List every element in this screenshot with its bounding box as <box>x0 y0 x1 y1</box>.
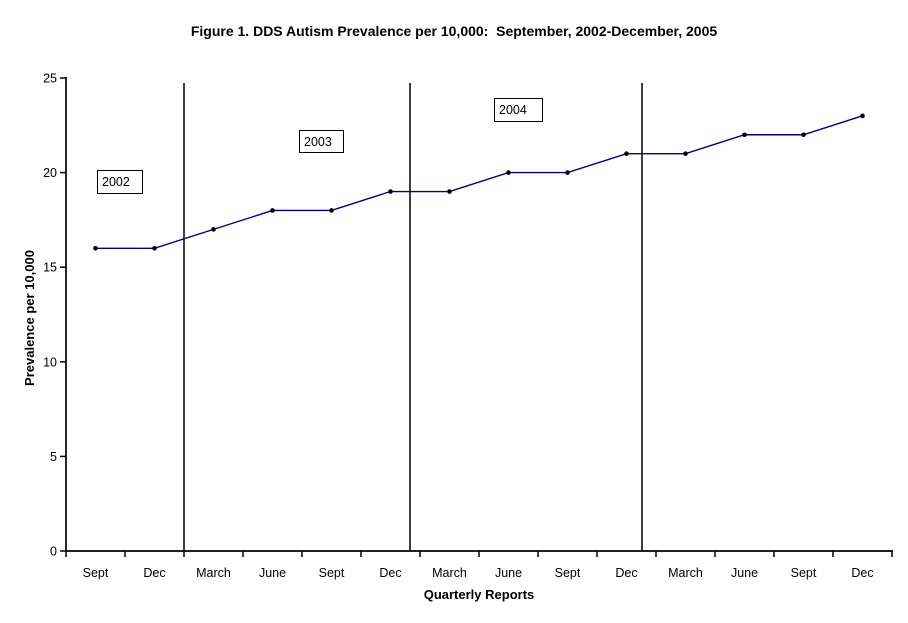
data-point <box>742 132 747 138</box>
x-tick-label: March <box>432 566 467 580</box>
year-label-2004: 2004 <box>494 98 543 122</box>
x-tick-label: Dec <box>379 566 401 580</box>
data-point <box>152 245 157 251</box>
data-point <box>329 208 334 213</box>
year-label-2003: 2003 <box>299 130 344 153</box>
x-tick-label: Sept <box>83 566 109 580</box>
y-tick-label: 0 <box>50 545 57 559</box>
data-point <box>211 227 216 232</box>
x-tick-label: Sept <box>319 566 345 580</box>
chart-title: Figure 1. DDS Autism Prevalence per 10,0… <box>190 23 718 39</box>
data-point <box>683 151 688 156</box>
prevalence-line <box>95 115 863 249</box>
y-tick-label: 20 <box>43 166 57 180</box>
y-tick-label: 10 <box>43 355 57 369</box>
data-point <box>388 189 393 194</box>
data-point <box>93 245 98 251</box>
x-tick-label: June <box>731 566 758 580</box>
x-tick-label: Dec <box>851 566 873 580</box>
data-point <box>860 113 865 119</box>
x-tick-label: June <box>259 566 286 580</box>
data-point <box>624 151 629 156</box>
x-tick-label: March <box>668 566 703 580</box>
x-tick-label: Dec <box>143 566 165 580</box>
data-point <box>506 170 511 175</box>
y-tick-label: 15 <box>43 261 57 275</box>
y-tick-label: 25 <box>43 72 57 86</box>
data-point <box>447 189 452 194</box>
data-point <box>565 170 570 175</box>
x-tick-label: June <box>495 566 522 580</box>
x-tick-label: Sept <box>791 566 817 580</box>
x-axis-title: Quarterly Reports <box>423 587 535 602</box>
x-tick-label: Sept <box>555 566 581 580</box>
year-label-2002: 2002 <box>97 170 143 194</box>
data-point <box>270 208 275 213</box>
x-tick-label: March <box>196 566 231 580</box>
y-axis-title: Prevalence per 10,000 <box>22 250 37 386</box>
y-tick-label: 5 <box>50 450 57 464</box>
x-tick-label: Dec <box>615 566 637 580</box>
data-point <box>801 132 806 138</box>
